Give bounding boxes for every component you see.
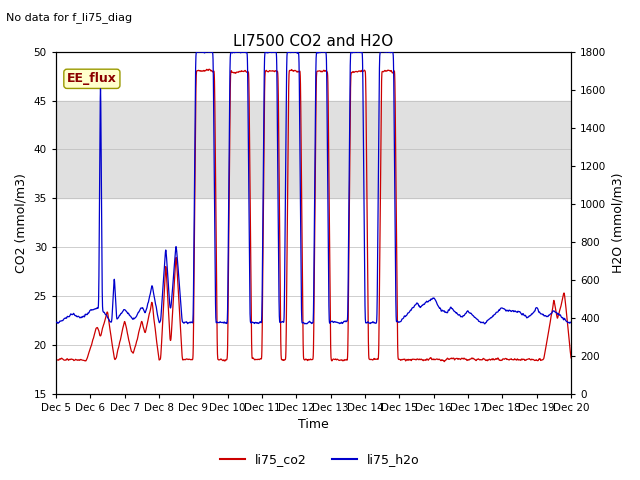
Title: LI7500 CO2 and H2O: LI7500 CO2 and H2O — [234, 34, 394, 49]
Y-axis label: CO2 (mmol/m3): CO2 (mmol/m3) — [15, 173, 28, 273]
Text: EE_flux: EE_flux — [67, 72, 117, 85]
Bar — [56, 101, 571, 198]
Text: No data for f_li75_diag: No data for f_li75_diag — [6, 12, 132, 23]
X-axis label: Time: Time — [298, 419, 329, 432]
Legend: li75_co2, li75_h2o: li75_co2, li75_h2o — [215, 448, 425, 471]
Y-axis label: H2O (mmol/m3): H2O (mmol/m3) — [612, 172, 625, 273]
